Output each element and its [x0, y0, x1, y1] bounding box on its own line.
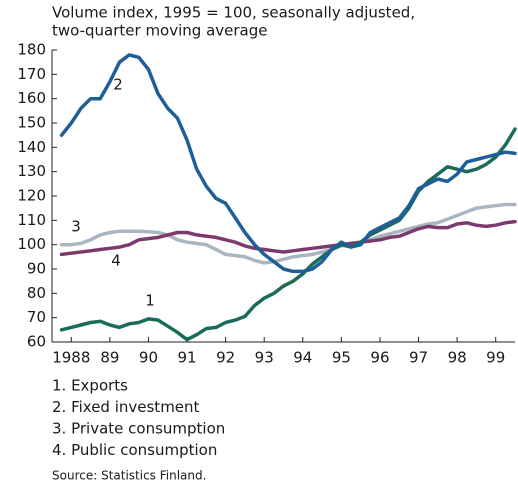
- series-line: [59, 219, 517, 257]
- annotation: 3: [71, 218, 81, 236]
- x-tick-label: 96: [370, 349, 389, 367]
- x-tick-label: 1988: [52, 349, 90, 367]
- x-tick-label: 92: [216, 349, 235, 367]
- y-tick-label: 160: [17, 89, 46, 107]
- annotation: 1: [145, 292, 155, 310]
- y-tick-label: 170: [17, 65, 46, 83]
- legend-entry: 1. Exports: [52, 377, 128, 395]
- series-line: [59, 127, 517, 342]
- x-tick-label: 89: [100, 349, 119, 367]
- x-tick-label: 94: [293, 349, 312, 367]
- y-tick-label: 110: [17, 211, 46, 229]
- y-tick-label: 90: [27, 260, 46, 278]
- annotation: 4: [111, 252, 121, 270]
- x-tick-label: 95: [332, 349, 351, 367]
- x-tick-label: 90: [139, 349, 158, 367]
- legend-entry: 2. Fixed investment: [52, 398, 200, 416]
- series-line: [59, 202, 517, 265]
- y-tick-label: 130: [17, 162, 46, 180]
- y-tick-label: 120: [17, 187, 46, 205]
- x-tick-label: 99: [486, 349, 505, 367]
- x-tick-label: 98: [448, 349, 467, 367]
- x-tick-label: 97: [409, 349, 428, 367]
- chart-title: Volume index, 1995 = 100, seasonally adj…: [52, 4, 415, 22]
- x-tick-label: 93: [255, 349, 274, 367]
- series-line: [59, 53, 517, 274]
- y-tick-label: 80: [27, 284, 46, 302]
- y-tick-label: 60: [27, 333, 46, 351]
- chart-subtitle: two-quarter moving average: [52, 22, 268, 40]
- legend-entry: 3. Private consumption: [52, 420, 225, 438]
- x-tick-label: 91: [177, 349, 196, 367]
- source: Source: Statistics Finland.: [52, 469, 206, 483]
- y-tick-label: 70: [27, 308, 46, 326]
- y-tick-label: 140: [17, 138, 46, 156]
- legend-entry: 4. Public consumption: [52, 441, 217, 459]
- annotation: 2: [113, 76, 123, 94]
- y-tick-label: 150: [17, 114, 46, 132]
- y-tick-label: 100: [17, 235, 46, 253]
- y-tick-label: 180: [17, 41, 46, 59]
